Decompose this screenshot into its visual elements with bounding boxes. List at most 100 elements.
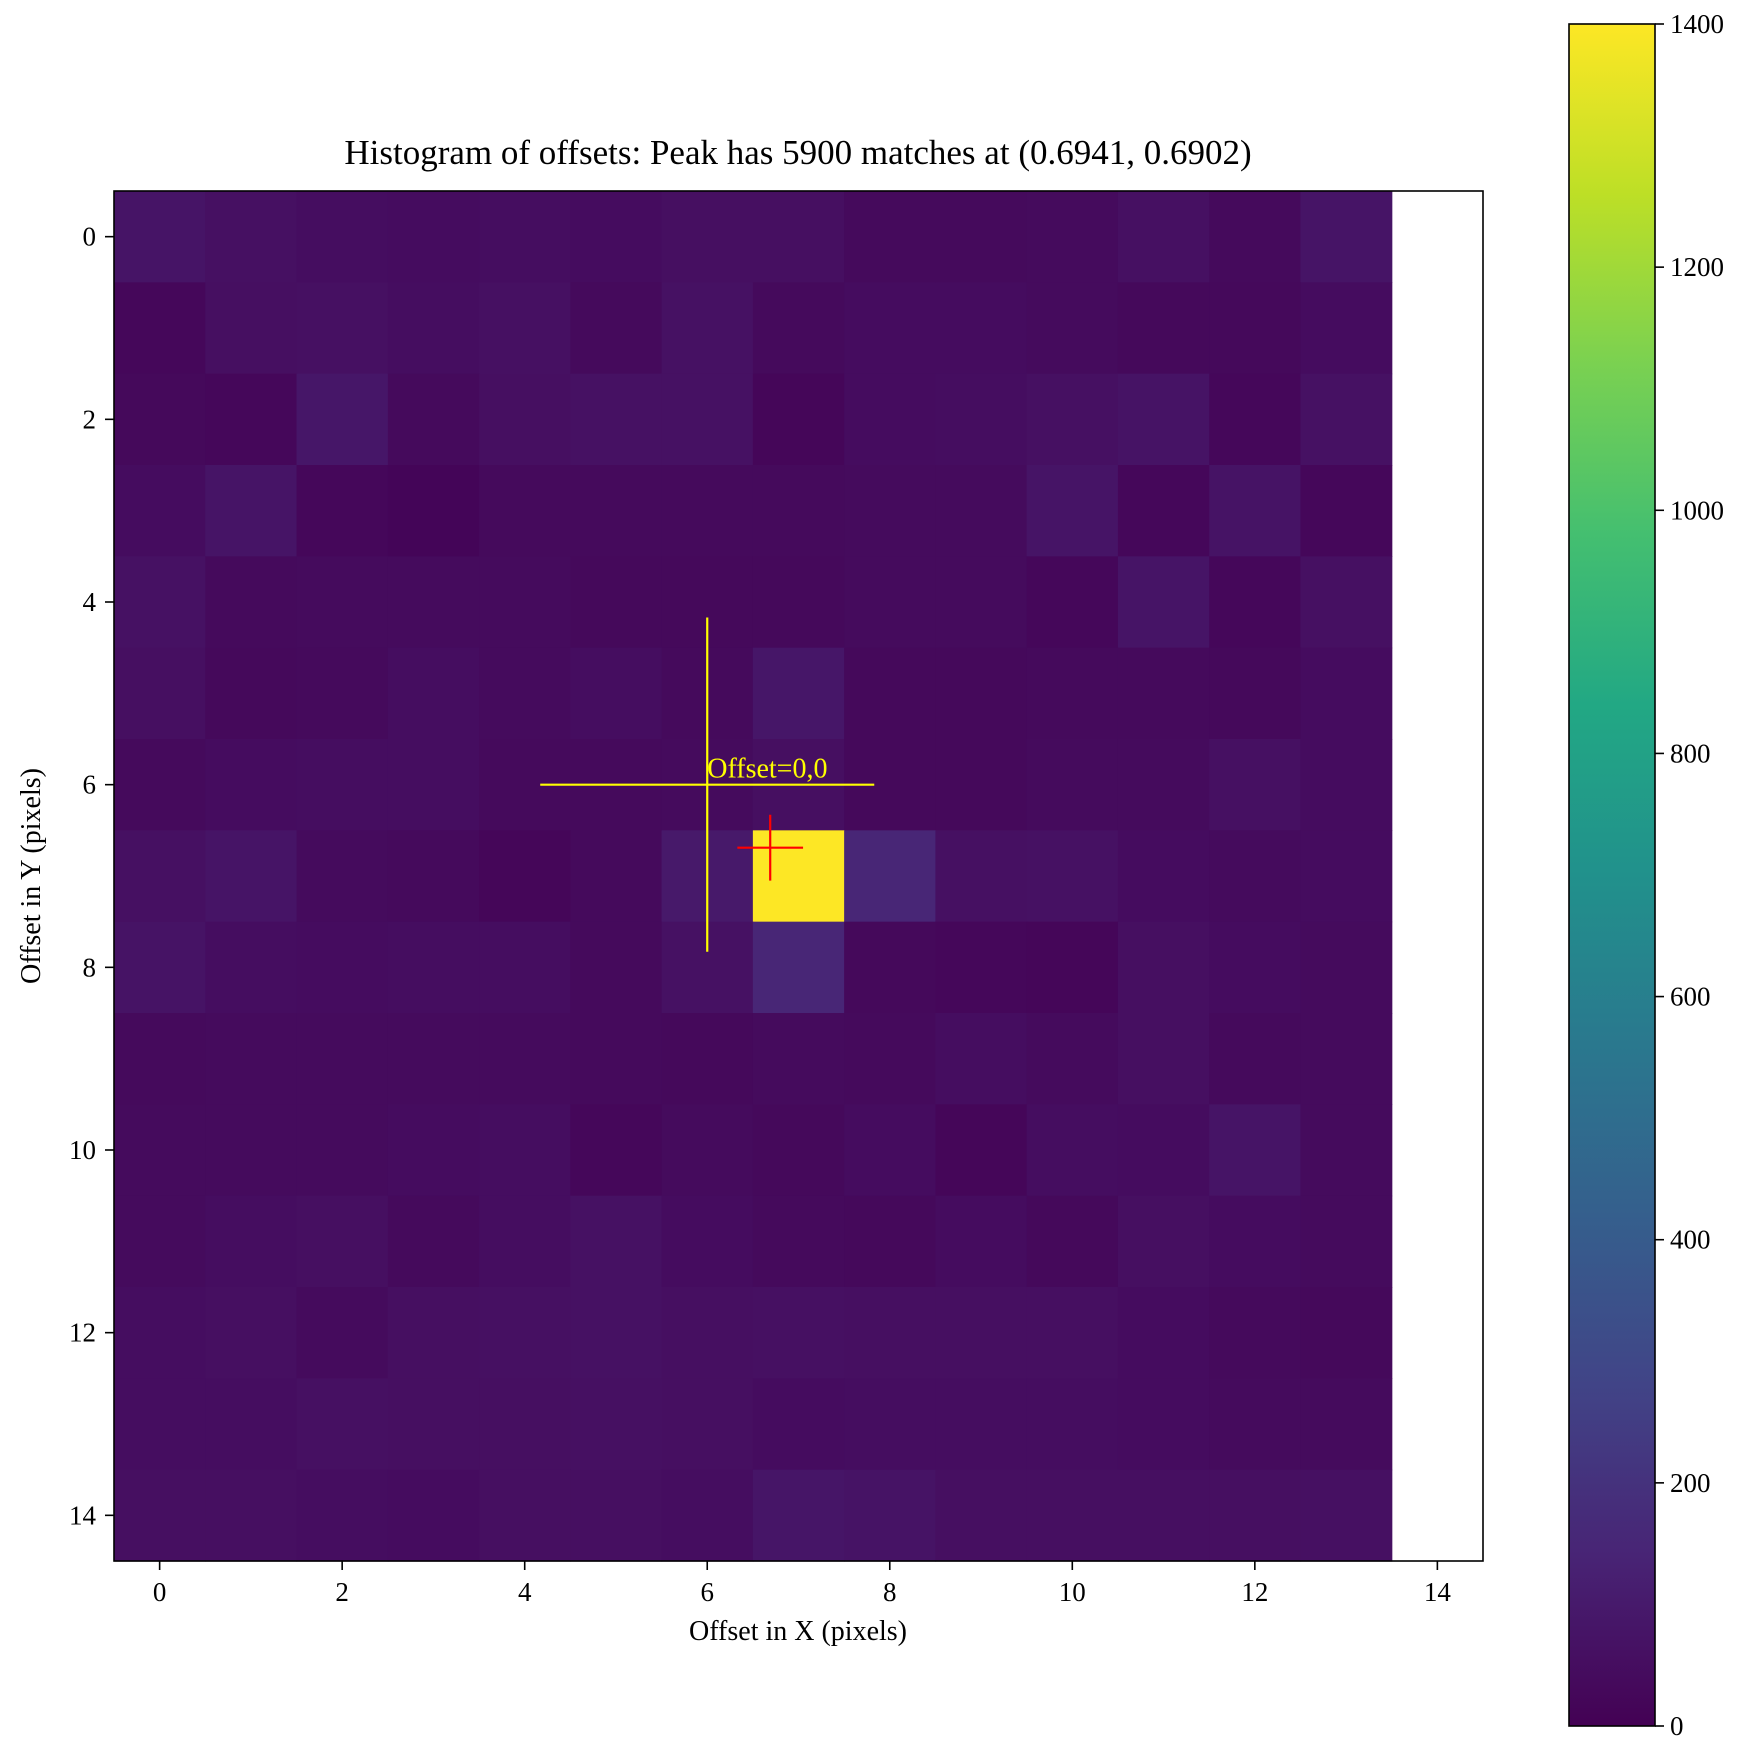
heatmap-cell: [114, 647, 206, 740]
heatmap-cell: [1117, 373, 1210, 466]
heatmap-cell: [935, 1104, 1028, 1197]
heatmap-cell: [661, 373, 754, 466]
heatmap-cells: [114, 191, 1393, 1562]
heatmap-cell: [844, 1378, 936, 1471]
heatmap-cell: [752, 1287, 845, 1379]
heatmap-cell: [296, 373, 389, 466]
heatmap-cell: [570, 1287, 663, 1379]
heatmap-cell: [1209, 921, 1302, 1014]
x-tick-label: 0: [153, 1577, 167, 1607]
heatmap-cell: [296, 1469, 389, 1562]
heatmap-cell: [1026, 1013, 1119, 1105]
heatmap-cell: [752, 556, 845, 649]
heatmap-cell: [1117, 1013, 1210, 1105]
heatmap-cell: [844, 373, 936, 466]
heatmap-cell: [935, 647, 1028, 740]
heatmap-cell: [1026, 465, 1119, 557]
heatmap-cell: [114, 465, 206, 557]
heatmap-cell: [844, 556, 936, 649]
heatmap-cell: [387, 373, 480, 466]
heatmap-cell: [387, 739, 480, 831]
heatmap-cell: [935, 556, 1028, 649]
heatmap-cell: [570, 1013, 663, 1105]
heatmap-cell: [1300, 1195, 1393, 1288]
heatmap-cell: [935, 191, 1028, 283]
heatmap-cell: [1209, 282, 1302, 375]
heatmap-cell: [296, 556, 389, 649]
y-tick-label: 2: [83, 404, 97, 434]
colorbar-tick-label: 1200: [1670, 252, 1724, 282]
heatmap-cell: [205, 830, 298, 923]
heatmap-cell: [1300, 1287, 1393, 1379]
heatmap-cell: [205, 556, 298, 649]
heatmap-cell: [114, 191, 206, 283]
heatmap-cell: [570, 1469, 663, 1562]
heatmap-cell: [205, 921, 298, 1014]
heatmap-cell: [752, 282, 845, 375]
heatmap-cell: [296, 1104, 389, 1197]
heatmap-cell: [1117, 921, 1210, 1014]
heatmap-cell: [1209, 1013, 1302, 1105]
x-tick-label: 14: [1424, 1577, 1452, 1607]
heatmap-cell: [752, 1469, 845, 1562]
heatmap-cell: [296, 282, 389, 375]
heatmap-cell: [296, 739, 389, 831]
heatmap-cell: [570, 556, 663, 649]
colorbar-tick-label: 1400: [1670, 9, 1724, 39]
heatmap-cell: [1117, 282, 1210, 375]
heatmap-cell: [296, 1013, 389, 1105]
heatmap-cell: [387, 1469, 480, 1562]
y-tick-label: 0: [83, 222, 97, 252]
heatmap-cell: [1300, 465, 1393, 557]
heatmap-cell: [205, 1287, 298, 1379]
heatmap-cell: [1209, 465, 1302, 557]
heatmap-cell: [1026, 1378, 1119, 1471]
x-tick-label: 4: [518, 1577, 532, 1607]
heatmap-cell: [479, 1378, 571, 1471]
heatmap-cell: [1026, 191, 1119, 283]
colorbar-tick-label: 200: [1670, 1468, 1711, 1498]
heatmap-cell: [1117, 739, 1210, 831]
heatmap-cell: [387, 1378, 480, 1471]
y-tick-label: 14: [69, 1500, 97, 1530]
heatmap-cell: [387, 1013, 480, 1105]
heatmap-cell: [1026, 1104, 1119, 1197]
x-tick-label: 8: [883, 1577, 897, 1607]
heatmap-cell: [205, 465, 298, 557]
heatmap-cell: [661, 1013, 754, 1105]
heatmap-cell: [387, 921, 480, 1014]
heatmap-cell: [570, 373, 663, 466]
heatmap-cell: [1300, 647, 1393, 740]
heatmap-cell: [935, 282, 1028, 375]
heatmap-cell: [1209, 191, 1302, 283]
heatmap-cell: [752, 465, 845, 557]
heatmap-cell: [844, 921, 936, 1014]
heatmap-cell: [935, 1378, 1028, 1471]
heatmap-cell: [661, 282, 754, 375]
x-tick-label: 12: [1241, 1577, 1268, 1607]
heatmap-cell: [1300, 921, 1393, 1014]
colorbar-ticks: 0 200 400 600 800 1000 1200 1400: [1655, 9, 1724, 1741]
heatmap-cell: [1300, 1104, 1393, 1197]
heatmap-cell: [935, 921, 1028, 1014]
heatmap-cell: [1026, 282, 1119, 375]
heatmap-cell: [1209, 1287, 1302, 1379]
heatmap-cell: [1300, 191, 1393, 283]
heatmap-cell: [1209, 556, 1302, 649]
heatmap-cell: [752, 1378, 845, 1471]
heatmap-cell: [1300, 556, 1393, 649]
heatmap-cell: [114, 1195, 206, 1288]
heatmap-cell: [114, 1287, 206, 1379]
heatmap-cell: [1117, 1104, 1210, 1197]
heatmap-cell: [844, 1104, 936, 1197]
heatmap-cell: [296, 1195, 389, 1288]
heatmap-cell: [570, 830, 663, 923]
heatmap-cell: [1209, 1195, 1302, 1288]
heatmap-cell: [935, 465, 1028, 557]
heatmap-cell: [387, 282, 480, 375]
heatmap-cell: [387, 830, 480, 923]
heatmap-cell: [1300, 830, 1393, 923]
colorbar: [1568, 23, 1656, 1727]
heatmap-cell: [387, 1287, 480, 1379]
x-tick-label: 6: [700, 1577, 714, 1607]
